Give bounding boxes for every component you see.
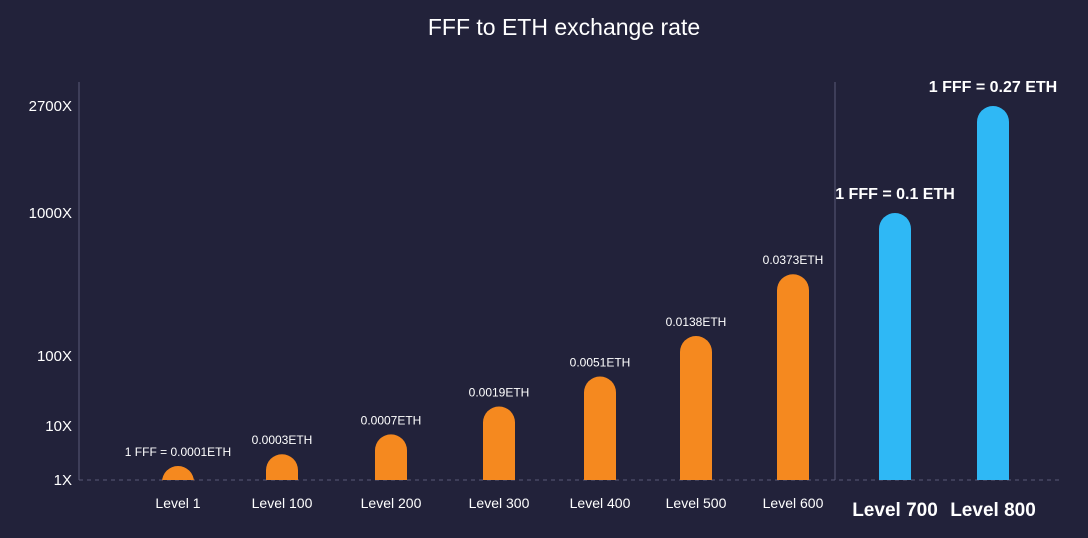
bar [483, 406, 515, 480]
data-label: 1 FFF = 0.0001ETH [125, 445, 231, 459]
bar [266, 454, 298, 480]
data-label: 0.0138ETH [666, 315, 727, 329]
x-tick-label: Level 400 [570, 495, 631, 511]
y-tick-labels: 1X 10X 100X 1000X 2700X [29, 98, 72, 489]
bar [977, 106, 1009, 480]
chart-title: FFF to ETH exchange rate [428, 14, 700, 40]
data-label: 1 FFF = 0.1 ETH [835, 186, 955, 203]
x-tick-label: Level 300 [469, 495, 530, 511]
data-label: 0.0003ETH [252, 433, 313, 447]
bar [879, 213, 911, 480]
data-label: 0.0007ETH [361, 413, 422, 427]
x-tick-label: Level 600 [763, 495, 824, 511]
x-tick-label: Level 200 [361, 495, 422, 511]
data-labels: 1 FFF = 0.0001ETH 0.0003ETH 0.0007ETH 0.001… [125, 79, 1057, 459]
bar [162, 466, 194, 482]
x-tick-label: Level 100 [252, 495, 313, 511]
y-tick-label: 100X [37, 348, 72, 365]
x-tick-label: Level 700 [852, 500, 938, 521]
x-tick-label: Level 800 [950, 500, 1036, 521]
y-tick-label: 2700X [29, 98, 72, 115]
data-label: 0.0373ETH [763, 253, 824, 267]
bar [375, 434, 407, 480]
y-tick-label: 1X [54, 472, 72, 489]
x-tick-label: Level 500 [666, 495, 727, 511]
data-label: 0.0019ETH [469, 386, 530, 400]
bars [162, 106, 1009, 482]
x-tick-label: Level 1 [155, 495, 200, 511]
y-tick-label: 1000X [29, 205, 72, 222]
bar [584, 376, 616, 480]
bar [680, 335, 712, 480]
data-label: 1 FFF = 0.27 ETH [929, 79, 1057, 96]
bar [777, 274, 809, 480]
y-tick-label: 10X [45, 418, 72, 435]
x-tick-labels: Level 1 Level 100 Level 200 Level 300 Level … [155, 495, 1035, 521]
axes [78, 82, 1060, 481]
data-label: 0.0051ETH [570, 356, 631, 370]
